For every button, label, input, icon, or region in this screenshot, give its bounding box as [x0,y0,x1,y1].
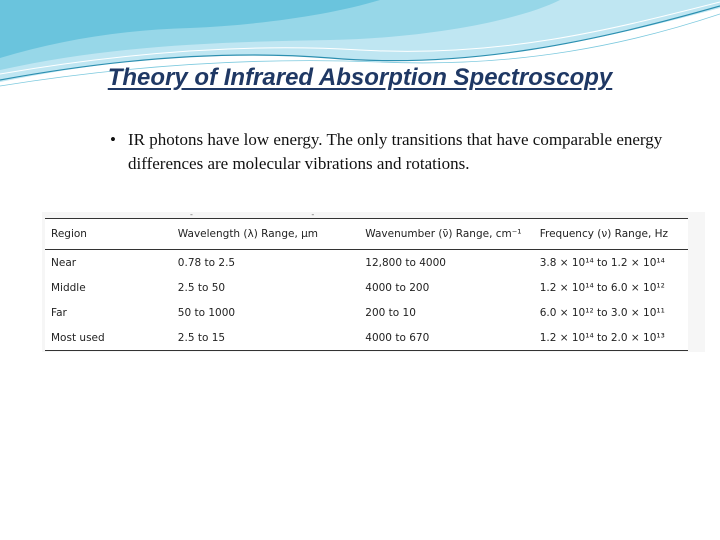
bullet-text: IR photons have low energy. The only tra… [128,130,663,173]
table-cell: 2.5 to 50 [177,281,226,294]
scan-marks: - - [190,210,373,219]
header-wave-decoration [0,0,720,87]
table-cell: 4000 to 200 [365,281,430,294]
table-cell: Far [51,306,67,319]
table-cell: 2.5 to 15 [171,325,360,351]
table-cell: Near [51,256,77,269]
table-header-row: Region Wavelength (λ) Range, μm Wavenumb… [45,218,688,250]
table-cell: 1.2 × 10¹⁴ to 6.0 × 10¹² [539,281,665,294]
table-cell: 3.8 × 10¹⁴ to 1.2 × 10¹⁴ [539,256,665,269]
ir-regions-table: Region Wavelength (λ) Range, μm Wavenumb… [45,218,688,351]
column-header-wavelength: Wavelength (λ) Range, μm [171,218,360,250]
table-cell: 50 to 1000 [177,306,236,319]
table-row: Most used 2.5 to 15 4000 to 670 1.2 × 10… [45,325,688,351]
table-row: Near 0.78 to 2.5 12,800 to 4000 3.8 × 10… [45,250,688,276]
column-header-frequency: Frequency (ν) Range, Hz [533,218,688,250]
table-cell: 12,800 to 4000 [365,256,446,269]
table-cell: Middle [51,281,86,294]
table-row: Far 50 to 1000 200 to 10 6.0 × 10¹² to 3… [45,300,688,325]
bullet-item: • IR photons have low energy. The only t… [108,128,708,176]
bullet-dot-icon: • [110,130,116,149]
table-cell: 6.0 × 10¹² to 3.0 × 10¹¹ [539,306,665,319]
table-cell: 200 to 10 [365,306,416,319]
table-row: Middle 2.5 to 50 4000 to 200 1.2 × 10¹⁴ … [45,275,688,300]
table-cell: Most used [45,325,172,351]
bullet-list: • IR photons have low energy. The only t… [108,128,708,176]
table-cell: 0.78 to 2.5 [177,256,236,269]
table-cell: 4000 to 670 [359,325,534,351]
column-header-wavenumber: Wavenumber (ν̄) Range, cm⁻¹ [359,218,534,250]
slide-title: Theory of Infrared Absorption Spectrosco… [107,64,613,91]
table-cell: 1.2 × 10¹⁴ to 2.0 × 10¹³ [533,325,688,351]
column-header-region: Region [45,218,172,250]
